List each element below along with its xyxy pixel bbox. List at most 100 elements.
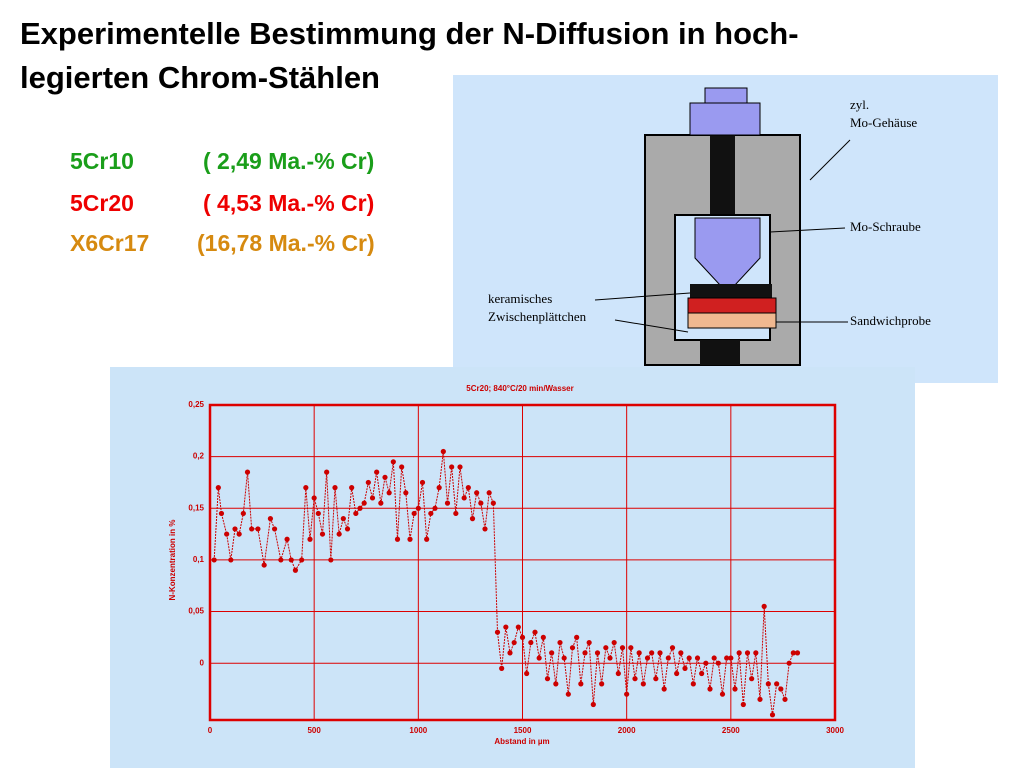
leader bbox=[594, 292, 691, 301]
data-point bbox=[640, 681, 646, 687]
screw-head bbox=[704, 87, 748, 104]
alloy-composition: (16,78 Ma.-% Cr) bbox=[197, 230, 375, 256]
data-point bbox=[494, 629, 501, 635]
data-point bbox=[399, 464, 405, 470]
data-point bbox=[361, 500, 367, 506]
data-point bbox=[503, 624, 509, 630]
data-point bbox=[236, 531, 242, 537]
alloy-composition: ( 4,53 Ma.-% Cr) bbox=[203, 190, 374, 216]
data-point bbox=[786, 660, 792, 666]
x-tick-label: 2500 bbox=[722, 726, 740, 735]
data-point bbox=[674, 670, 680, 677]
data-point bbox=[271, 526, 278, 532]
data-point bbox=[761, 603, 767, 609]
data-point bbox=[303, 485, 309, 491]
data-point bbox=[328, 557, 334, 563]
data-point bbox=[515, 624, 521, 630]
data-point bbox=[653, 676, 659, 682]
screw-head bbox=[689, 102, 761, 136]
leader bbox=[614, 319, 689, 333]
title-line: legierten Chrom-Stählen bbox=[20, 60, 380, 95]
data-point bbox=[482, 526, 488, 532]
data-point bbox=[261, 562, 267, 568]
data-point bbox=[457, 464, 463, 470]
data-point bbox=[724, 655, 730, 661]
data-point bbox=[344, 526, 351, 532]
sample bbox=[687, 312, 777, 329]
data-point bbox=[757, 696, 763, 702]
data-point bbox=[669, 645, 676, 651]
data-point bbox=[519, 634, 526, 640]
data-point bbox=[311, 495, 317, 501]
data-point bbox=[632, 676, 638, 682]
data-point bbox=[461, 495, 467, 501]
data-point bbox=[736, 650, 742, 656]
y-tick-label: 0,05 bbox=[188, 607, 204, 616]
chart-background bbox=[110, 367, 915, 768]
data-point bbox=[744, 650, 751, 656]
data-point bbox=[507, 650, 513, 656]
data-point bbox=[715, 660, 721, 666]
y-tick-label: 0,25 bbox=[188, 400, 204, 409]
x-tick-label: 500 bbox=[307, 726, 321, 735]
data-point bbox=[628, 645, 634, 651]
data-point bbox=[486, 490, 492, 496]
data-point bbox=[749, 676, 755, 682]
data-point bbox=[369, 495, 376, 501]
data-point bbox=[244, 469, 251, 475]
data-point bbox=[411, 510, 417, 517]
data-point bbox=[728, 655, 734, 661]
data-point bbox=[436, 485, 442, 491]
data-point bbox=[703, 660, 709, 666]
data-point bbox=[255, 526, 261, 532]
data-point bbox=[453, 510, 459, 517]
data-point bbox=[284, 536, 290, 542]
diagram-label: Mo-Gehäuse bbox=[850, 115, 917, 130]
data-point bbox=[578, 681, 584, 687]
data-point bbox=[561, 655, 567, 661]
data-point bbox=[665, 655, 671, 661]
ceramic-plate bbox=[690, 284, 772, 298]
x-tick-label: 1000 bbox=[409, 726, 427, 735]
data-point bbox=[549, 650, 555, 656]
data-point bbox=[267, 516, 274, 522]
y-tick-label: 0,2 bbox=[193, 452, 205, 461]
data-point bbox=[657, 650, 663, 656]
data-point bbox=[440, 448, 446, 455]
data-point bbox=[553, 681, 559, 687]
data-point bbox=[661, 686, 667, 692]
diagram-label: keramisches bbox=[488, 291, 552, 306]
data-point bbox=[511, 639, 517, 646]
data-point bbox=[694, 655, 701, 661]
data-point bbox=[374, 469, 380, 475]
housing-bore bbox=[710, 135, 735, 215]
data-point bbox=[557, 639, 563, 646]
data-point bbox=[740, 701, 746, 708]
x-tick-label: 3000 bbox=[826, 726, 844, 735]
data-point bbox=[524, 670, 530, 677]
data-point bbox=[582, 650, 588, 656]
data-point bbox=[353, 510, 359, 517]
data-point bbox=[365, 479, 371, 486]
alloy-name: 5Cr20 bbox=[70, 190, 134, 216]
data-point bbox=[649, 650, 655, 656]
data-point bbox=[644, 655, 651, 661]
x-tick-label: 2000 bbox=[618, 726, 636, 735]
data-point bbox=[211, 557, 217, 563]
diagram-label: Zwischenplättchen bbox=[488, 309, 587, 324]
data-point bbox=[332, 485, 338, 491]
data-point bbox=[307, 536, 313, 542]
data-point bbox=[349, 485, 355, 491]
data-point bbox=[590, 701, 596, 708]
data-point bbox=[478, 500, 484, 506]
title-line: Experimentelle Bestimmung der N-Diffusio… bbox=[20, 16, 799, 51]
data-point bbox=[711, 655, 717, 661]
data-point bbox=[686, 655, 692, 661]
data-point bbox=[299, 557, 305, 563]
leader bbox=[769, 227, 846, 233]
data-point bbox=[690, 681, 696, 687]
data-point bbox=[403, 490, 409, 496]
data-point bbox=[753, 650, 759, 656]
data-point bbox=[215, 485, 221, 491]
sample bbox=[687, 297, 777, 314]
